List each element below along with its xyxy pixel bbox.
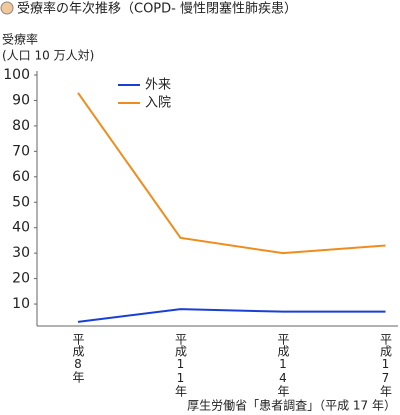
y-tick-label: 40 — [12, 220, 30, 236]
y-tick-label: 60 — [12, 169, 30, 185]
y-axis-unit: (人口 10 万人対) — [2, 49, 94, 63]
y-tick-label: 50 — [12, 194, 30, 210]
y-tick-label: 70 — [12, 143, 30, 159]
chart-title: 受療率の年次推移（COPD- 慢性閉塞性肺疾患） — [17, 1, 297, 17]
x-tick-label: 平成14年 — [276, 333, 290, 397]
y-tick-label: 30 — [12, 245, 30, 261]
source-note: 厚生労働省「患者調査」（平成 17 年） — [187, 399, 396, 413]
y-tick-label: 20 — [12, 271, 30, 287]
x-tick-label: 平成11年 — [173, 333, 188, 397]
x-tick-label: 平成17年 — [378, 333, 393, 397]
legend-label: 外来 — [145, 78, 171, 93]
legend-label: 入院 — [145, 96, 171, 111]
y-tick-label: 90 — [12, 92, 30, 108]
y-tick-label: 10 — [12, 296, 30, 312]
y-tick-label: 100 — [3, 67, 30, 83]
series-line — [77, 308, 386, 323]
y-tick-label: 80 — [12, 118, 30, 134]
y-axis-label: 受療率 — [2, 32, 38, 47]
title-icon — [0, 1, 14, 15]
series-line — [77, 92, 386, 255]
x-tick-label: 平成8年 — [71, 333, 85, 383]
